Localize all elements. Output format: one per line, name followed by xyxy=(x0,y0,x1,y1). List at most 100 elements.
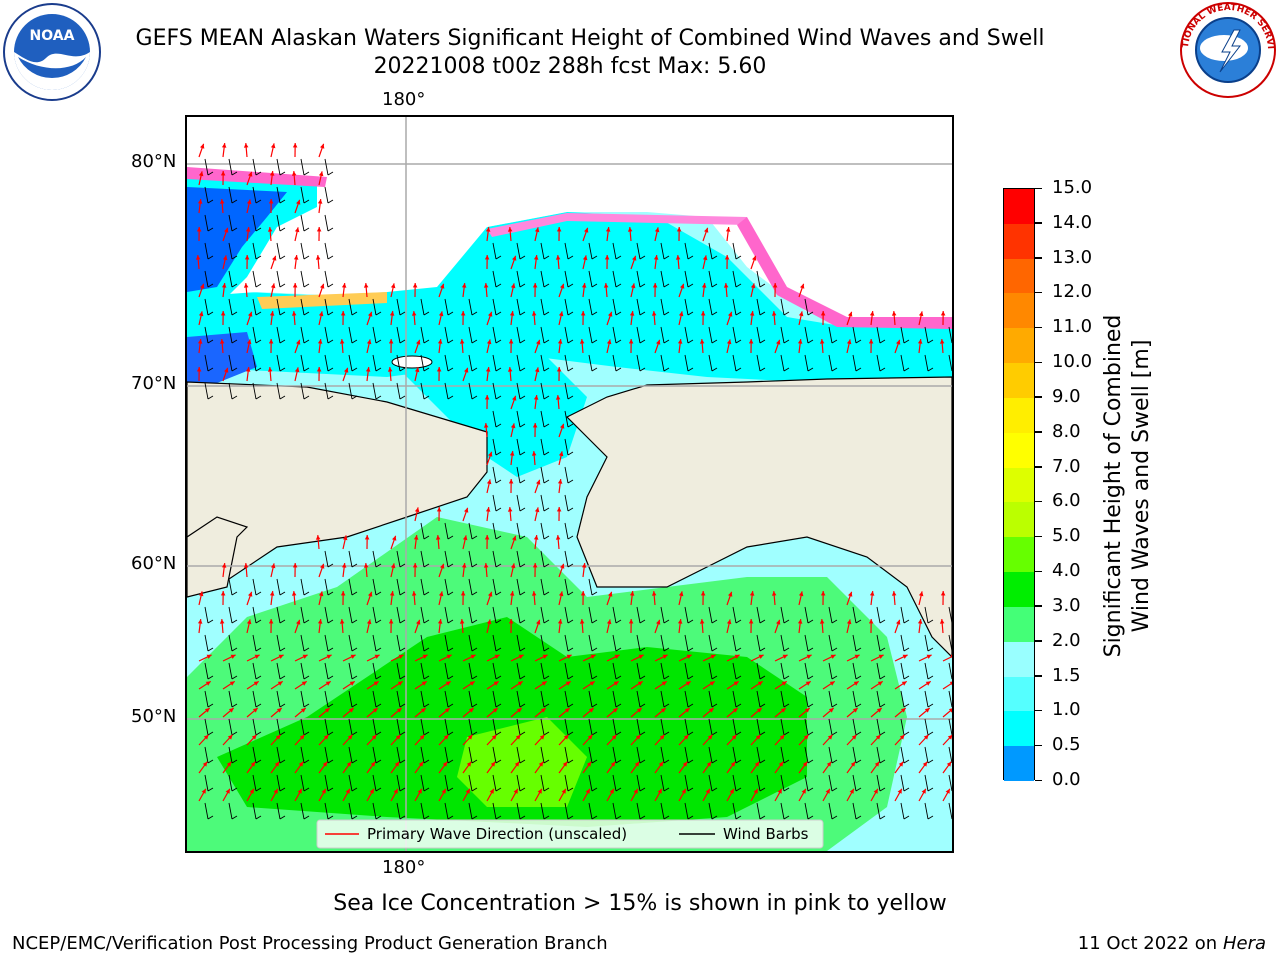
wind-barb xyxy=(588,326,598,344)
wave-arrow-head xyxy=(373,681,379,686)
wind-barb xyxy=(588,354,598,372)
wave-arrow-head xyxy=(827,734,833,740)
wave-arrow-head xyxy=(612,708,618,713)
wind-barb xyxy=(756,634,766,652)
wave-arrow-head xyxy=(484,395,490,400)
colorbar-segment xyxy=(1004,432,1034,469)
wave-arrow-head xyxy=(464,507,469,513)
wind-barb xyxy=(780,718,790,736)
colorbar-tick-mark xyxy=(1035,675,1042,677)
wave-arrow-head xyxy=(874,761,880,767)
wave-arrow-head xyxy=(531,451,537,456)
wave-arrow-head xyxy=(891,591,897,596)
wind-barb xyxy=(324,354,334,372)
wind-barb xyxy=(948,662,952,680)
colorbar-tick-mark xyxy=(1035,709,1042,712)
wind-barb xyxy=(708,634,718,652)
wave-arrow-head xyxy=(345,788,350,794)
wind-barb xyxy=(948,326,952,344)
wind-barb xyxy=(708,718,718,736)
wind-barb xyxy=(804,690,814,708)
wave-arrow-head xyxy=(534,227,540,233)
wave-arrow-head xyxy=(560,283,565,289)
wind-barb xyxy=(876,690,886,708)
wave-arrow-head xyxy=(488,451,493,457)
wind-barb xyxy=(324,802,334,820)
wave-arrow-head xyxy=(486,619,492,625)
colorbar-segment xyxy=(1004,467,1034,503)
wave-arrow-head xyxy=(436,367,442,372)
wind-barb xyxy=(276,606,286,624)
wave-arrow-head xyxy=(203,734,209,740)
wave-arrow-head xyxy=(579,339,585,344)
wind-barb xyxy=(492,802,502,820)
colorbar-tick-mark xyxy=(1035,605,1042,607)
wave-arrow-head xyxy=(253,681,259,686)
wind-barb xyxy=(396,298,406,316)
wind-barb xyxy=(876,718,886,736)
wind-barb xyxy=(900,690,910,708)
svg-text:NOAA: NOAA xyxy=(30,28,75,44)
wind-barb xyxy=(348,690,358,708)
wave-arrow-head xyxy=(274,761,280,767)
wave-arrow-head xyxy=(269,311,275,316)
wave-arrow-head xyxy=(302,654,308,659)
polar-ice-area xyxy=(187,117,952,322)
wind-barb xyxy=(708,326,718,344)
wind-barb xyxy=(492,382,502,400)
colorbar-segment xyxy=(1004,189,1034,225)
wind-barb xyxy=(612,690,622,708)
wave-arrow-head xyxy=(292,143,298,148)
wave-arrow-head xyxy=(390,283,396,289)
wind-barb xyxy=(228,158,238,176)
wind-barb xyxy=(492,746,502,764)
wave-arrow-head xyxy=(724,255,730,260)
wave-arrow-head xyxy=(507,367,513,372)
wind-barb xyxy=(756,326,766,344)
colorbar-tick-label: 11.0 xyxy=(1052,316,1093,338)
wind-barb xyxy=(396,634,406,652)
wind-barb xyxy=(420,298,430,316)
wave-arrow-head xyxy=(323,734,329,740)
wave-arrow-head xyxy=(438,591,444,597)
wind-barb xyxy=(420,746,430,764)
wind-barb xyxy=(924,326,934,344)
wind-barb xyxy=(636,662,646,680)
wave-arrow-head xyxy=(339,339,345,344)
wave-height-map: Primary Wave Direction (unscaled) Wind B… xyxy=(185,115,954,853)
wave-arrow-head xyxy=(468,708,474,713)
wave-arrow-head xyxy=(869,591,875,596)
colorbar-tick-mark xyxy=(1035,326,1042,329)
wind-barb xyxy=(828,802,838,820)
wind-barb xyxy=(276,774,286,792)
wave-arrow-head xyxy=(296,199,301,205)
wave-arrow-head xyxy=(469,681,475,686)
wave-arrow-head xyxy=(219,339,225,344)
wave-arrow-head xyxy=(228,708,234,713)
wave-arrow-head xyxy=(492,708,498,713)
wind-barb xyxy=(564,382,574,400)
wind-barb xyxy=(324,382,334,400)
wind-barb xyxy=(636,718,646,736)
wind-barb xyxy=(924,746,934,764)
wave-arrow-head xyxy=(412,283,418,288)
wave-arrow-head xyxy=(372,708,378,713)
wave-arrow-head xyxy=(294,367,300,373)
wind-barb xyxy=(756,802,766,820)
wind-barb xyxy=(372,718,382,736)
wind-barb xyxy=(540,662,550,680)
wave-arrow-head xyxy=(344,367,349,373)
wave-arrow-head xyxy=(292,563,298,568)
wind-barb xyxy=(900,774,910,792)
wave-arrow-head xyxy=(350,654,356,659)
wave-arrow-head xyxy=(778,761,784,767)
wind-barb xyxy=(948,690,952,708)
wind-barb xyxy=(684,718,694,736)
wind-barb xyxy=(348,634,358,652)
wind-barb xyxy=(372,662,382,680)
wind-barb xyxy=(228,270,238,288)
wave-arrow-head xyxy=(320,283,325,289)
wave-arrow-head xyxy=(868,339,874,344)
wind-barb xyxy=(708,242,718,260)
wind-barb xyxy=(564,326,574,344)
